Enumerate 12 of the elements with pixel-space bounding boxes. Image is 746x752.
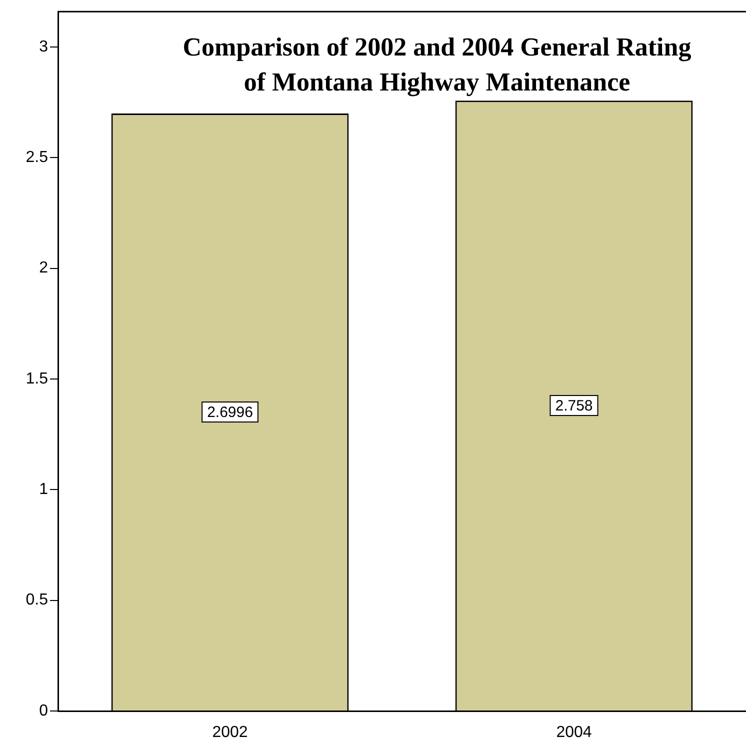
- y-tick-label: 1: [39, 481, 48, 498]
- y-tick-label: 1.5: [26, 370, 48, 388]
- x-tick-label: 2004: [556, 724, 592, 742]
- data-label: 2.758: [555, 398, 593, 415]
- y-tick-label: 0.5: [26, 592, 48, 609]
- y-tick-label: 0: [39, 702, 48, 720]
- data-label: 2.6996: [207, 404, 253, 422]
- y-tick-label: 2.5: [26, 149, 48, 166]
- y-tick-label: 2: [39, 260, 48, 277]
- text: Comparison of 2002 and 2004 General Rating of Montana Highway Maintenance: [182, 32, 692, 96]
- y-tick-label: 3: [39, 38, 48, 56]
- x-tick-label: 2002: [212, 724, 248, 742]
